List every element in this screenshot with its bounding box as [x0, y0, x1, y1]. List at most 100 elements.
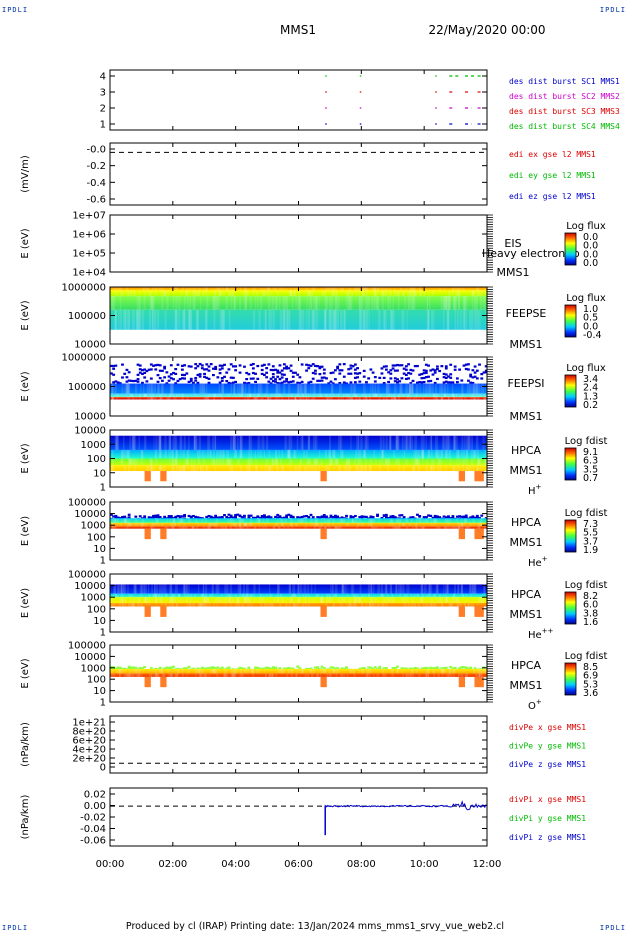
texture	[324, 287, 327, 291]
texture	[181, 309, 185, 330]
texture	[238, 518, 242, 523]
texture	[118, 668, 122, 674]
texture	[420, 597, 423, 603]
sparse-mark	[482, 371, 486, 374]
texture	[110, 597, 113, 603]
sparse-mark	[371, 516, 375, 520]
texture	[376, 393, 378, 398]
band	[110, 458, 487, 466]
texture	[451, 383, 454, 394]
texture	[205, 597, 209, 603]
texture	[405, 518, 408, 523]
sparse-mark	[207, 667, 211, 670]
sparse-mark	[449, 517, 453, 520]
texture	[419, 518, 421, 523]
sparse-mark	[172, 665, 175, 668]
texture	[421, 449, 424, 459]
sparse-mark	[189, 365, 193, 368]
texture	[211, 458, 215, 466]
texture	[334, 290, 337, 297]
sparse-mark	[287, 381, 291, 384]
sparse-mark	[353, 514, 357, 518]
texture	[175, 673, 178, 677]
texture	[398, 393, 401, 398]
texture	[231, 290, 235, 297]
sparse-mark	[327, 382, 331, 385]
sparse-mark	[289, 667, 293, 670]
texture	[220, 593, 223, 598]
texture	[240, 435, 242, 450]
sparse-mark	[216, 376, 220, 379]
sparse-mark	[136, 363, 140, 366]
texture	[439, 383, 443, 394]
texture	[463, 603, 467, 607]
sparse-mark	[422, 369, 426, 372]
sparse-mark	[227, 513, 231, 516]
sparse-mark	[442, 381, 446, 384]
sparse-mark	[214, 667, 218, 670]
texture	[237, 526, 241, 529]
texture	[446, 518, 450, 523]
texture	[332, 287, 334, 291]
texture	[181, 668, 184, 674]
sparse-mark	[167, 379, 171, 382]
texture	[401, 435, 404, 450]
sparse-mark	[118, 382, 122, 385]
sparse-mark	[400, 364, 404, 367]
sparse-mark	[402, 667, 406, 670]
texture	[341, 584, 344, 594]
sparse-mark	[240, 667, 244, 670]
texture	[159, 449, 162, 459]
texture	[324, 526, 326, 529]
sparse-mark	[480, 373, 484, 376]
sparse-mark	[396, 378, 399, 381]
texture	[378, 465, 382, 472]
texture	[212, 296, 215, 310]
texture	[280, 668, 284, 674]
colorbar-tick: 0.0	[583, 258, 598, 269]
texture	[308, 597, 311, 603]
texture	[420, 597, 424, 603]
texture	[294, 522, 298, 527]
ytick-label: -0.6	[86, 195, 106, 206]
texture	[320, 393, 323, 398]
texture	[458, 296, 460, 310]
texture	[255, 465, 258, 472]
texture	[305, 522, 308, 527]
sparse-mark	[420, 667, 424, 670]
texture	[116, 435, 119, 450]
texture	[245, 597, 247, 603]
texture	[395, 435, 399, 450]
texture	[416, 458, 419, 466]
sparse-mark	[207, 369, 211, 372]
texture	[158, 465, 161, 472]
texture	[257, 296, 259, 310]
sparse-mark	[356, 376, 359, 379]
texture	[329, 673, 331, 677]
sparse-mark	[282, 380, 286, 383]
texture	[456, 458, 458, 466]
texture	[218, 287, 221, 291]
legend-entry: divPi x gse MMS1	[509, 795, 586, 804]
texture	[280, 458, 282, 466]
texture	[118, 603, 120, 607]
texture	[457, 309, 459, 330]
sparse-mark	[449, 665, 453, 669]
texture	[191, 465, 193, 472]
texture	[307, 309, 311, 330]
texture	[381, 668, 384, 674]
texture	[323, 309, 327, 330]
texture	[410, 383, 413, 394]
sparse-mark	[329, 666, 333, 669]
texture	[202, 287, 205, 291]
texture	[338, 526, 340, 529]
texture	[326, 465, 329, 472]
texture	[270, 393, 273, 398]
texture	[300, 397, 303, 400]
texture	[332, 287, 335, 291]
texture	[452, 526, 456, 529]
texture	[416, 526, 419, 529]
texture	[151, 287, 154, 291]
texture	[168, 435, 171, 450]
